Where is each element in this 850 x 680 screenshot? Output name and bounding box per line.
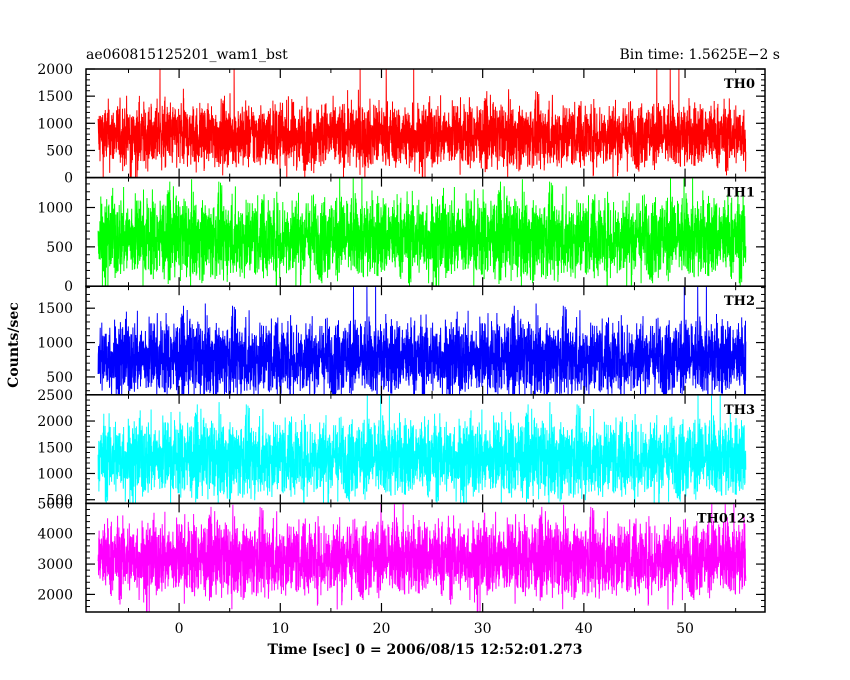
panel-th1: 0 500 1000 TH1 bbox=[37, 176, 766, 295]
panel-label-th3: TH3 bbox=[724, 403, 755, 418]
x-tick-label: 10 bbox=[271, 621, 289, 637]
y-tick-label: 1000 bbox=[37, 466, 73, 482]
panel-th2: 500 1000 1500 TH2 bbox=[37, 285, 766, 396]
y-tick-label: 1500 bbox=[37, 89, 73, 105]
x-tick-label: 50 bbox=[676, 621, 694, 637]
y-tick-label: 0 bbox=[64, 279, 73, 295]
y-tick-label: 1000 bbox=[37, 116, 73, 132]
y-tick-label: 500 bbox=[46, 143, 73, 159]
x-tick-label: 40 bbox=[575, 621, 593, 637]
x-axis-label: Time [sec] 0 = 2006/08/15 12:52:01.273 bbox=[268, 642, 583, 658]
chart-title-left: ae060815125201_wam1_bst bbox=[86, 47, 288, 63]
series-th0 bbox=[97, 69, 747, 178]
panel-th0123: 2000 3000 4000 5000 TH0123 bbox=[37, 496, 766, 613]
panel-label-th0123: TH0123 bbox=[697, 511, 755, 526]
x-tick-label: 30 bbox=[474, 621, 492, 637]
y-axis-label: Counts/sec bbox=[6, 302, 22, 388]
y-tick-label: 500 bbox=[46, 493, 73, 509]
series-th0123 bbox=[97, 503, 747, 612]
x-tick-labels: 0 10 20 30 40 50 bbox=[175, 621, 694, 637]
x-tick-label: 20 bbox=[373, 621, 391, 637]
y-tick-label: 500 bbox=[46, 370, 73, 386]
panels: 0 500 1000 1500 2000 TH0 0 500 1000 TH1 500 1000 150… bbox=[37, 62, 766, 613]
panel-label-th2: TH2 bbox=[724, 294, 755, 309]
y-tick-label: 2000 bbox=[37, 587, 73, 603]
panel-label-th1: TH1 bbox=[724, 186, 755, 201]
y-tick-label: 5000 bbox=[37, 496, 73, 512]
y-tick-label: 4000 bbox=[37, 527, 73, 543]
y-tick-label: 1500 bbox=[37, 440, 73, 456]
y-tick-label: 3000 bbox=[37, 557, 73, 573]
panel-th3: 500 1000 1500 2000 2500 TH3 bbox=[37, 388, 766, 509]
series-th1 bbox=[97, 177, 747, 287]
y-tick-label: 1000 bbox=[37, 336, 73, 352]
panel-label-th0: TH0 bbox=[724, 77, 755, 92]
y-tick-label: 1500 bbox=[37, 301, 73, 317]
panel-th0: 0 500 1000 1500 2000 TH0 bbox=[37, 62, 766, 187]
y-tick-label: 0 bbox=[64, 171, 73, 187]
series-th2 bbox=[97, 286, 747, 395]
y-tick-label: 1000 bbox=[37, 201, 73, 217]
y-tick-label: 2000 bbox=[37, 414, 73, 430]
y-tick-label: 2000 bbox=[37, 62, 73, 78]
series-th3 bbox=[97, 394, 747, 504]
x-tick-label: 0 bbox=[175, 621, 184, 637]
y-tick-label: 500 bbox=[46, 240, 73, 256]
chart-title-right: Bin time: 1.5625E−2 s bbox=[619, 47, 780, 63]
y-tick-label: 2500 bbox=[37, 388, 73, 404]
